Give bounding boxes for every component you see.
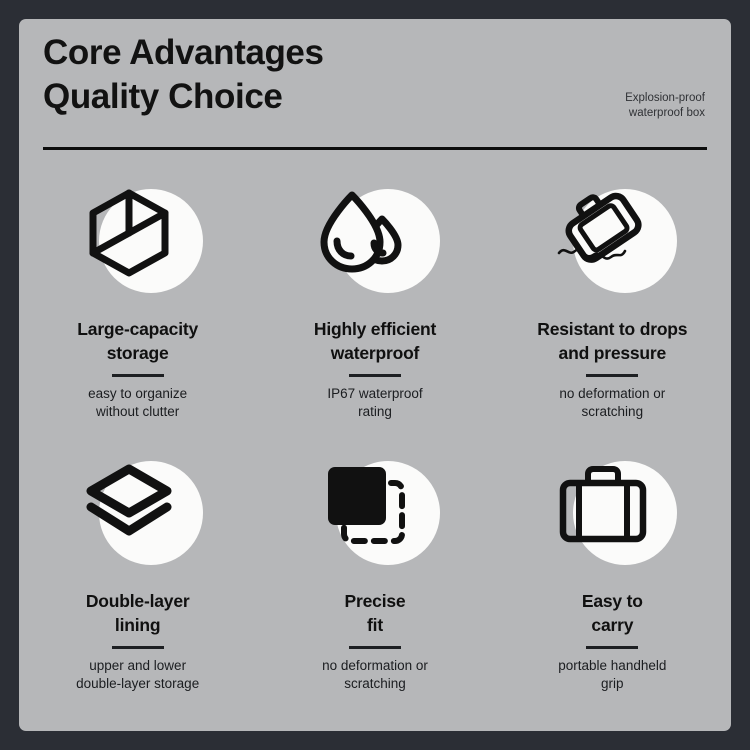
feature-subtitle-line2: without clutter: [96, 403, 180, 419]
feature-icon-wrap: [63, 451, 213, 581]
feature-title-line2: lining: [114, 615, 161, 635]
feature-subtitle-line1: easy to organize: [88, 385, 188, 401]
feature-title-line2: carry: [591, 615, 634, 635]
feature-subtitle-line2: scratching: [581, 403, 644, 419]
feature-title-line1: Highly efficient: [313, 319, 437, 339]
feature-divider: [348, 374, 401, 377]
poster-header: Core Advantages Quality Choice Explosion…: [19, 19, 731, 151]
feature-title-line1: Resistant to drops: [537, 319, 688, 339]
precise-fit-squares-icon: [318, 457, 414, 553]
feature-icon-wrap: [63, 179, 213, 309]
drop-impact-case-icon: [555, 185, 651, 281]
feature-title-line1: Double-layer: [85, 591, 190, 611]
feature-divider: [111, 374, 164, 377]
product-tagline-line2: waterproof box: [628, 107, 705, 119]
feature-card-precise-fit: Precise fit no deformation or scratching: [256, 451, 493, 723]
feature-divider: [586, 646, 639, 649]
feature-subtitle-line2: scratching: [344, 675, 406, 691]
feature-title: Highly efficient waterproof: [314, 317, 436, 365]
water-droplets-icon: [318, 185, 414, 281]
feature-subtitle: portable handheld grip: [558, 657, 666, 693]
feature-title-line1: Easy to: [581, 591, 643, 611]
feature-card-double-layer-lining: Double-layer lining upper and lower doub…: [19, 451, 256, 723]
feature-title-line2: and pressure: [558, 343, 667, 363]
feature-subtitle-line1: no deformation or: [322, 657, 428, 673]
page-title-line2: Quality Choice: [43, 77, 283, 116]
feature-divider: [348, 646, 401, 649]
poster-panel: Core Advantages Quality Choice Explosion…: [19, 19, 731, 731]
feature-subtitle-line1: upper and lower: [89, 657, 187, 673]
cube-icon: [81, 185, 177, 281]
feature-card-highly-efficient-waterproof: Highly efficient waterproof IP67 waterpr…: [256, 179, 493, 451]
feature-title-line2: fit: [367, 615, 383, 635]
feature-subtitle: easy to organize without clutter: [88, 385, 187, 421]
feature-subtitle-line2: grip: [601, 675, 624, 691]
feature-subtitle-line2: double-layer storage: [76, 675, 200, 691]
feature-title-line2: storage: [106, 343, 169, 363]
feature-card-resistant-to-drops: Resistant to drops and pressure no defor…: [494, 179, 731, 451]
feature-title: Large-capacity storage: [77, 317, 198, 365]
feature-title-line1: Large-capacity: [77, 319, 199, 339]
feature-subtitle: upper and lower double-layer storage: [76, 657, 199, 693]
header-divider: [43, 147, 707, 150]
feature-subtitle: no deformation or scratching: [322, 657, 428, 693]
feature-subtitle-line2: rating: [358, 403, 392, 419]
feature-subtitle: no deformation or scratching: [559, 385, 665, 421]
product-tagline: Explosion-proof waterproof box: [545, 91, 705, 121]
feature-title-line1: Precise: [344, 591, 406, 611]
page-title: Core Advantages Quality Choice: [43, 31, 324, 119]
feature-title: Precise fit: [345, 589, 406, 637]
feature-subtitle-line1: portable handheld: [558, 657, 667, 673]
feature-title-line2: waterproof: [330, 343, 420, 363]
feature-title: Easy to carry: [582, 589, 643, 637]
page-title-line1: Core Advantages: [43, 33, 324, 72]
suitcase-icon: [555, 457, 651, 553]
feature-icon-wrap: [537, 451, 687, 581]
feature-card-large-capacity-storage: Large-capacity storage easy to organize …: [19, 179, 256, 451]
feature-grid: Large-capacity storage easy to organize …: [19, 179, 731, 723]
feature-icon-wrap: [300, 451, 450, 581]
feature-title: Resistant to drops and pressure: [537, 317, 687, 365]
feature-divider: [586, 374, 639, 377]
feature-icon-wrap: [537, 179, 687, 309]
feature-icon-wrap: [300, 179, 450, 309]
feature-subtitle-line1: no deformation or: [559, 385, 666, 401]
feature-card-easy-to-carry: Easy to carry portable handheld grip: [494, 451, 731, 723]
layers-icon: [81, 457, 177, 553]
feature-subtitle-line1: IP67 waterproof: [327, 385, 423, 401]
feature-subtitle: IP67 waterproof rating: [327, 385, 422, 421]
feature-title: Double-layer lining: [86, 589, 190, 637]
product-tagline-line1: Explosion-proof: [625, 92, 705, 104]
feature-divider: [111, 646, 164, 649]
